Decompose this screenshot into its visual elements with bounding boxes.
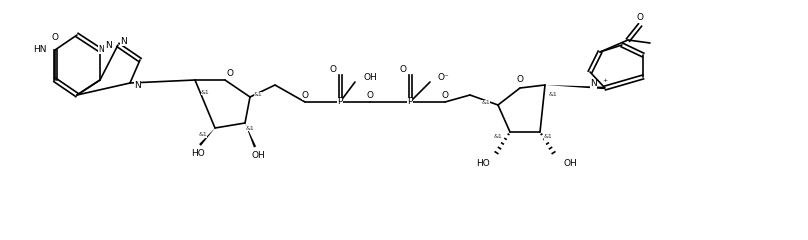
Text: N: N	[98, 44, 104, 54]
Text: N: N	[591, 79, 597, 89]
Text: O: O	[399, 66, 406, 74]
Text: OH: OH	[563, 158, 577, 168]
Polygon shape	[545, 85, 605, 89]
Text: &1: &1	[494, 134, 503, 139]
Text: OH: OH	[251, 150, 265, 160]
Text: &1: &1	[544, 134, 553, 139]
Text: O: O	[367, 90, 373, 100]
Text: HO: HO	[476, 158, 490, 168]
Text: P: P	[407, 97, 413, 107]
Text: &1: &1	[199, 132, 208, 138]
Text: O: O	[52, 34, 58, 42]
Polygon shape	[199, 128, 215, 146]
Text: &1: &1	[482, 100, 490, 104]
Text: &1: &1	[200, 90, 209, 95]
Polygon shape	[245, 123, 256, 148]
Text: O: O	[516, 76, 524, 84]
Text: &1: &1	[549, 92, 558, 97]
Text: HN: HN	[33, 46, 47, 54]
Text: O: O	[226, 68, 234, 78]
Text: &1: &1	[246, 126, 255, 131]
Text: O: O	[441, 90, 448, 100]
Text: +: +	[602, 78, 608, 83]
Text: HO: HO	[191, 149, 205, 157]
Text: P: P	[337, 97, 343, 107]
Text: N: N	[134, 80, 141, 90]
Text: O: O	[330, 66, 336, 74]
Text: N: N	[120, 36, 127, 46]
Text: &1: &1	[254, 91, 263, 96]
Text: OH: OH	[363, 72, 377, 82]
Text: N: N	[105, 42, 112, 50]
Text: O: O	[637, 13, 643, 23]
Text: O⁻: O⁻	[438, 72, 450, 82]
Text: O: O	[301, 90, 309, 100]
